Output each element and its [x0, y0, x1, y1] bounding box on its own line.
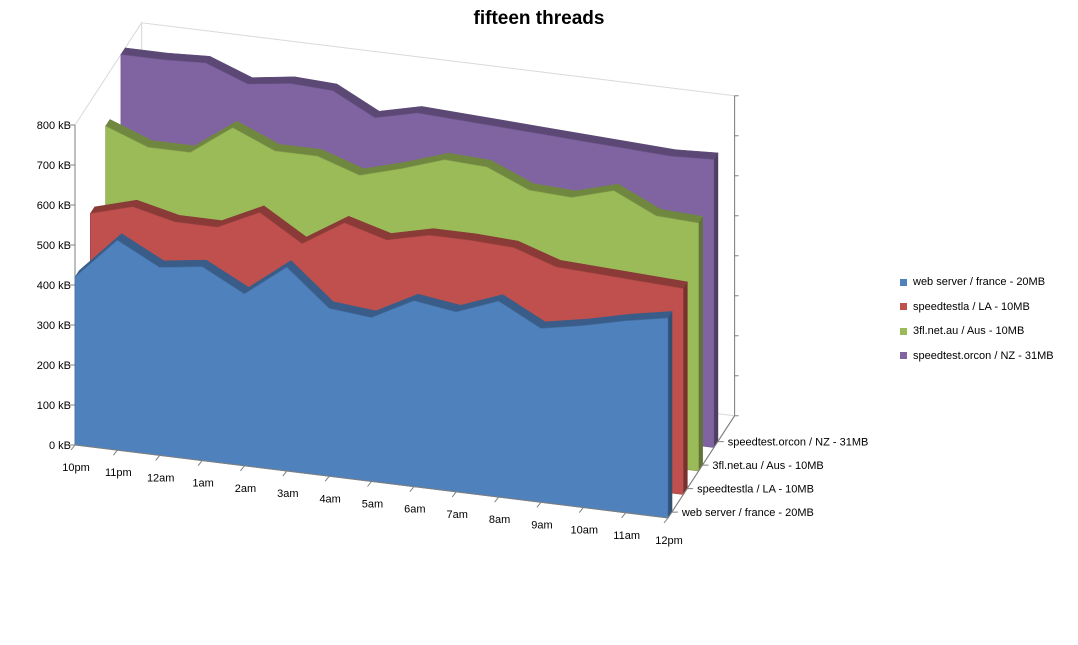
legend-item: 3fl.net.au / Aus - 10MB: [900, 325, 1075, 337]
depth-axis: web server / france - 20MB speedtestla / …: [667, 415, 869, 519]
area-end-face: [683, 281, 688, 495]
y-tick-label: 700 kB: [37, 160, 71, 172]
x-tick-label: 9am: [531, 519, 552, 531]
area-end-face: [698, 216, 703, 471]
legend: web server / france - 20MB speedtestla /…: [900, 276, 1075, 374]
x-tick-mark: [112, 449, 118, 456]
series-area: [74, 233, 673, 519]
y-tick-label: 0 kB: [49, 440, 71, 452]
x-tick-label: 10pm: [62, 462, 90, 474]
y-tick-label: 200 kB: [37, 360, 71, 372]
legend-label: 3fl.net.au / Aus - 10MB: [913, 325, 1025, 337]
legend-item: speedtestla / LA - 10MB: [900, 301, 1075, 313]
legend-swatch: [900, 303, 907, 310]
legend-item: speedtest.orcon / NZ - 31MB: [900, 350, 1075, 362]
x-tick-mark: [451, 491, 457, 498]
y-tick-label: 300 kB: [37, 320, 71, 332]
x-tick-mark: [240, 465, 245, 472]
y-tick-label: 400 kB: [37, 280, 71, 292]
x-tick-label: 12am: [147, 472, 175, 484]
area-top-ribbon: [159, 259, 207, 268]
area-front-face: [74, 239, 669, 519]
legend-swatch: [900, 352, 907, 359]
x-tick-mark: [155, 455, 161, 461]
x-tick-label: 8am: [489, 514, 510, 526]
x-tick-mark: [578, 507, 584, 513]
area-end-face: [668, 311, 673, 518]
x-tick-mark: [494, 496, 499, 503]
x-tick-label: 5am: [362, 499, 383, 511]
y-tick-label: 800 kB: [37, 120, 71, 132]
x-tick-label: 2am: [235, 483, 256, 495]
depth-tick-label: web server / france - 20MB: [681, 507, 814, 519]
x-tick-mark: [282, 470, 288, 477]
x-tick-label: 3am: [277, 488, 298, 500]
x-tick-mark: [367, 481, 372, 487]
x-tick-label: 11pm: [105, 467, 132, 479]
x-tick-label: 12pm: [655, 535, 683, 547]
depth-tick-label: speedtest.orcon / NZ - 31MB: [728, 437, 869, 449]
depth-tick-label: 3fl.net.au / Aus - 10MB: [712, 460, 823, 472]
y-axis: 0 kB 100 kB 200 kB 300 kB 400 kB 500 kB 600 kB…: [37, 95, 739, 452]
x-tick-label: 6am: [404, 504, 425, 516]
legend-swatch: [900, 278, 907, 286]
x-tick-label: 7am: [447, 509, 468, 521]
x-tick-mark: [324, 475, 330, 482]
x-tick-label: 10am: [571, 525, 599, 537]
legend-label: speedtestla / LA - 10MB: [913, 300, 1030, 313]
x-tick-mark: [70, 444, 76, 451]
area-top-ribbon: [247, 76, 296, 85]
x-tick-mark: [621, 512, 627, 519]
x-axis: 10pm 11pm 12am 1am 2am 3am 4am 5am 6am 7am 8am 9am 1…: [62, 444, 683, 547]
x-tick-label: 1am: [192, 478, 213, 490]
x-tick-mark: [197, 460, 203, 466]
x-tick-mark: [536, 502, 542, 508]
x-tick-mark: [409, 486, 415, 493]
depth-tick-label: speedtestla / LA - 10MB: [697, 484, 814, 496]
series-areas: [74, 47, 719, 519]
chart-title: fifteen threads: [473, 8, 605, 29]
y-tick-label: 500 kB: [37, 240, 71, 252]
legend-swatch: [900, 327, 907, 335]
depth-axis-line: [667, 415, 735, 519]
area-end-face: [713, 152, 719, 448]
legend-label: web server / france - 20MB: [913, 276, 1046, 288]
x-tick-label: 11am: [613, 530, 640, 542]
y-tick-label: 100 kB: [37, 400, 71, 412]
x-tick-mark: [663, 517, 669, 524]
legend-label: speedtest.orcon / NZ - 31MB: [913, 349, 1054, 362]
y-tick-label: 600 kB: [37, 200, 71, 212]
legend-item: web server / france - 20MB: [900, 276, 1075, 288]
x-tick-label: 4am: [319, 493, 340, 505]
